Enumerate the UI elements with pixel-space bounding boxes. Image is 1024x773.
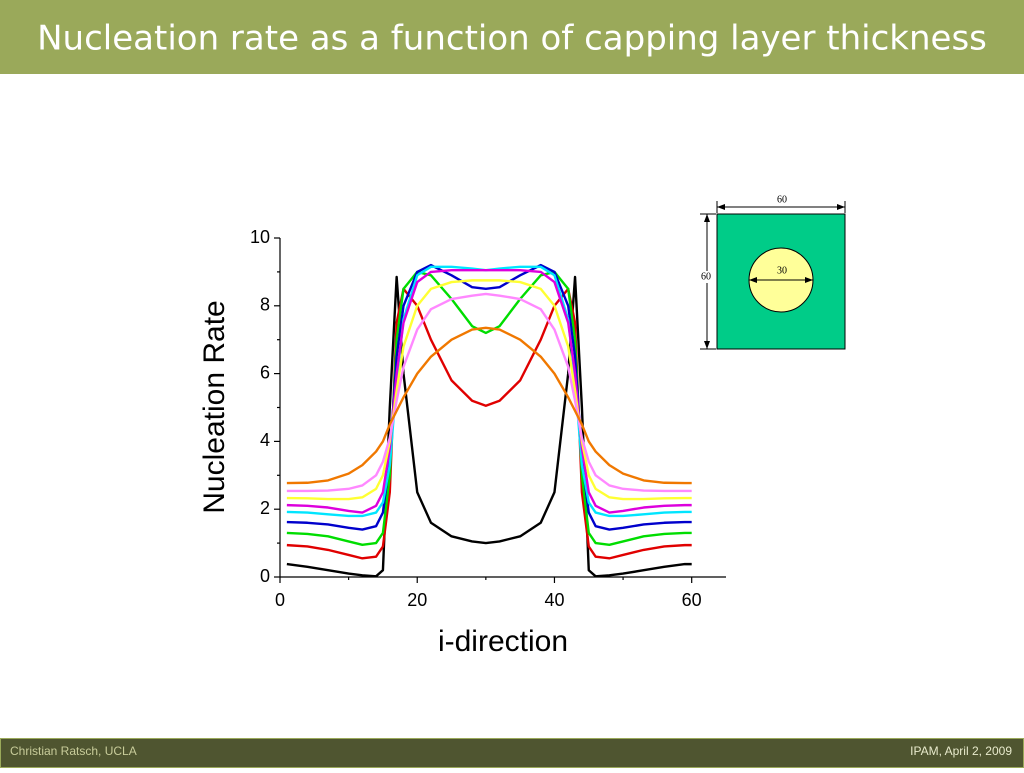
width-label: 60 — [777, 194, 787, 205]
x-tick-label: 40 — [544, 590, 564, 610]
series-line — [286, 275, 692, 578]
series-line — [286, 287, 692, 560]
height-label-bg — [699, 271, 713, 283]
y-tick-label: 0 — [260, 566, 270, 586]
x-tick-label: 60 — [682, 590, 702, 610]
chart: i-direction Nucleation Rate 0 20 40 60 0 2 4 6 8… — [198, 227, 726, 658]
y-tick-label: 8 — [260, 295, 270, 315]
inset-diagram: 60 60 30 — [699, 194, 846, 350]
header-bar — [0, 0, 1024, 74]
diameter-label: 30 — [777, 265, 787, 276]
series-line — [286, 269, 692, 514]
series-line — [286, 279, 692, 501]
diameter-arrowheads — [749, 277, 813, 283]
y-axis-label: Nucleation Rate — [198, 300, 231, 513]
x-axis-label: i-direction — [438, 625, 568, 658]
x-tick-label: 0 — [275, 590, 285, 610]
footer-left: Christian Ratsch, UCLA — [10, 744, 137, 758]
x-tick-label: 20 — [407, 590, 427, 610]
y-tick-label: 2 — [260, 498, 270, 518]
y-tick-label: 6 — [260, 362, 270, 382]
y-tick-label: 10 — [250, 227, 270, 247]
series-line — [286, 326, 692, 485]
y-tick-label: 4 — [260, 430, 270, 450]
slide-title: Nucleation rate as a function of capping… — [37, 19, 987, 59]
footer-bar — [0, 738, 1024, 768]
footer-right: IPAM, April 2, 2009 — [910, 744, 1012, 758]
series-line — [286, 263, 692, 531]
series-line — [286, 270, 692, 546]
height-label: 60 — [701, 271, 711, 282]
series-line — [286, 292, 692, 493]
series-line — [286, 265, 692, 518]
